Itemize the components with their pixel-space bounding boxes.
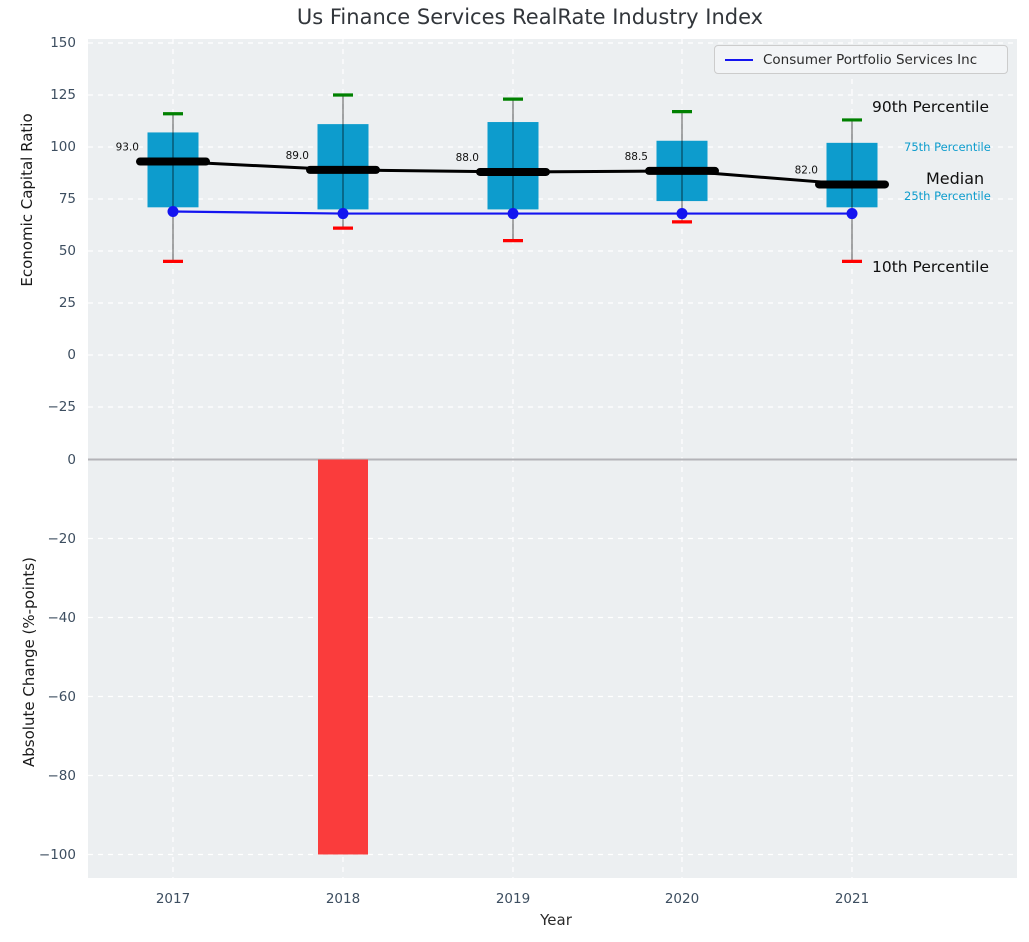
change-bar-2018 — [318, 459, 368, 855]
y-tick-label: −100 — [38, 846, 76, 863]
median-value-label: 88.0 — [456, 152, 479, 164]
chart-title: Us Finance Services RealRate Industry In… — [296, 5, 764, 29]
y-tick-label: 25 — [58, 295, 76, 311]
top-plot-area: 93.0 89.0 88.0 88.5 82.0 — [88, 39, 1017, 447]
y-tick-label: −40 — [47, 609, 77, 626]
median-value-label: 82.0 — [795, 164, 818, 176]
x-tick-label: 2018 — [325, 891, 361, 907]
y-tick-label: −60 — [47, 688, 77, 705]
label-90th-percentile: 90th Percentile — [872, 98, 990, 116]
company-marker-2019 — [507, 208, 519, 220]
median-value-label: 89.0 — [286, 150, 309, 162]
company-marker-2017 — [167, 205, 179, 217]
label-median: Median — [926, 169, 985, 188]
bottom-y-axis-label: Absolute Change (%-points) — [20, 557, 38, 767]
x-tick-label: 2019 — [495, 891, 531, 907]
top-chart-svg: 93.0 89.0 88.0 88.5 82.0 — [88, 39, 1017, 447]
y-tick-label: 100 — [50, 139, 76, 155]
x-tick-label: 2021 — [834, 891, 870, 907]
median-value-label: 88.5 — [625, 151, 648, 163]
y-tick-label: 0 — [67, 347, 76, 363]
y-tick-label: 75 — [58, 191, 76, 207]
legend-line-sample — [725, 58, 753, 61]
company-marker-2021 — [846, 208, 858, 220]
y-tick-label: −20 — [47, 530, 77, 547]
x-axis-label: Year — [540, 911, 572, 929]
label-10th-percentile: 10th Percentile — [872, 258, 990, 276]
x-tick-label: 2017 — [155, 891, 191, 907]
y-tick-label: −80 — [47, 767, 77, 784]
label-75th-percentile: 75th Percentile — [904, 140, 991, 154]
y-tick-label: 50 — [58, 243, 76, 259]
x-tick-label: 2020 — [664, 891, 700, 907]
legend-label: Consumer Portfolio Services Inc — [763, 51, 978, 68]
y-tick-label: 125 — [50, 87, 76, 103]
company-marker-2020 — [676, 208, 688, 220]
company-marker-2018 — [337, 208, 349, 220]
median-value-label: 93.0 — [116, 142, 139, 154]
bottom-chart-svg — [88, 447, 1017, 878]
legend: Consumer Portfolio Services Inc — [714, 45, 1008, 74]
label-25th-percentile: 25th Percentile — [904, 189, 991, 203]
y-tick-label: −25 — [47, 399, 77, 415]
y-tick-label: 0 — [67, 451, 76, 468]
y-tick-label: 150 — [50, 35, 76, 51]
bottom-plot-area — [88, 447, 1017, 878]
